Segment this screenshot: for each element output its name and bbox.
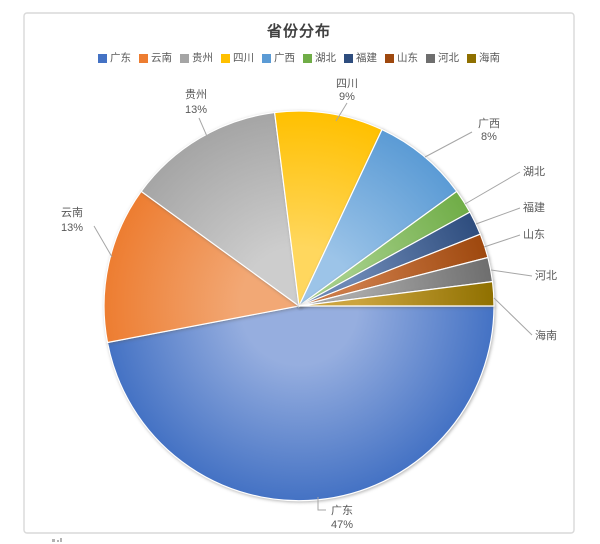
legend-item-hubei[interactable]: 湖北 bbox=[303, 52, 336, 64]
legend-item-hebei[interactable]: 河北 bbox=[426, 52, 459, 64]
chart-title: 省份分布 bbox=[266, 22, 331, 40]
slice-label-name: 广东 bbox=[331, 504, 353, 517]
slice-label-sichuan: 四川9% bbox=[336, 78, 358, 103]
legend-swatch-hebei bbox=[426, 53, 435, 63]
legend-label-guizhou: 贵州 bbox=[192, 52, 213, 64]
legend-label-hubei: 湖北 bbox=[315, 52, 336, 64]
leader-line-guangxi bbox=[424, 131, 473, 158]
slice-label-fujian: 福建 bbox=[523, 200, 545, 214]
sheet-cell-artifact bbox=[57, 540, 59, 542]
legend-label-yunnan: 云南 bbox=[151, 52, 172, 64]
leader-line-hebei bbox=[490, 269, 533, 277]
leader-line-guangdong bbox=[317, 497, 326, 511]
leader-line-yunnan bbox=[93, 225, 113, 258]
slice-label-name: 河北 bbox=[535, 269, 557, 282]
slice-label-hebei: 河北 bbox=[535, 269, 557, 282]
sheet-cell-artifact bbox=[52, 539, 55, 542]
leader-line-sichuan bbox=[335, 102, 348, 122]
legend-label-hainan: 海南 bbox=[479, 52, 500, 64]
slice-label-percent: 13% bbox=[185, 104, 207, 116]
legend-item-fujian[interactable]: 福建 bbox=[344, 52, 377, 64]
legend-item-yunnan[interactable]: 云南 bbox=[139, 52, 172, 64]
slice-label-percent: 13% bbox=[61, 222, 83, 234]
legend-label-fujian: 福建 bbox=[356, 52, 377, 64]
legend-item-guizhou[interactable]: 贵州 bbox=[180, 52, 213, 64]
leader-line-guizhou bbox=[198, 117, 210, 142]
slice-label-name: 广西 bbox=[478, 117, 500, 130]
pie-slice-guangxi[interactable] bbox=[298, 128, 458, 307]
slice-label-hainan: 海南 bbox=[535, 328, 557, 342]
pie-slice-guangdong[interactable] bbox=[106, 305, 495, 502]
pie-slice-hainan[interactable] bbox=[298, 280, 495, 307]
slice-label-yunnan: 云南 13% bbox=[61, 206, 83, 234]
legend-swatch-guangxi bbox=[262, 53, 271, 63]
legend-label-guangdong: 广东 bbox=[110, 52, 131, 64]
slice-label-name: 山东 bbox=[523, 228, 545, 241]
leader-line-shandong bbox=[483, 234, 521, 248]
legend-item-sichuan[interactable]: 四川 bbox=[221, 52, 254, 64]
leader-line-fujian bbox=[475, 207, 521, 225]
legend-swatch-hainan bbox=[467, 53, 476, 63]
pie-slice-sichuan[interactable] bbox=[273, 110, 383, 309]
legend-swatch-fujian bbox=[344, 53, 353, 63]
legend-label-guangxi: 广西 bbox=[274, 52, 295, 64]
pie-slice-yunnan[interactable] bbox=[103, 190, 301, 344]
slice-label-name: 海南 bbox=[535, 328, 557, 342]
sheet-cell-artifact bbox=[60, 538, 62, 542]
slice-label-percent: 8% bbox=[481, 131, 497, 143]
legend-swatch-hubei bbox=[303, 53, 312, 63]
slice-label-name: 云南 bbox=[61, 206, 83, 219]
slice-label-shandong: 山东 bbox=[523, 228, 545, 241]
slice-label-guangdong: 广东 47% bbox=[331, 504, 353, 531]
legend-item-shandong[interactable]: 山东 bbox=[385, 52, 418, 64]
legend-item-guangdong[interactable]: 广东 bbox=[98, 52, 131, 64]
legend-swatch-guangdong bbox=[98, 53, 107, 63]
legend-item-guangxi[interactable]: 广西 bbox=[262, 52, 295, 64]
legend-label-hebei: 河北 bbox=[438, 52, 459, 64]
leader-line-hainan bbox=[493, 297, 533, 336]
legend-label-shandong: 山东 bbox=[397, 52, 418, 64]
slice-label-guangxi: 广西8% bbox=[478, 117, 500, 143]
slice-label-hubei: 湖北 bbox=[523, 165, 545, 178]
slice-label-name: 福建 bbox=[523, 200, 545, 214]
pie-slice-guizhou[interactable] bbox=[140, 111, 300, 308]
pie-slices-group bbox=[103, 110, 495, 502]
chart-legend: 广东 云南 贵州 四川 广西 湖北 福建 山东 河北 海南 bbox=[24, 52, 574, 64]
slice-label-name: 四川 bbox=[336, 78, 358, 90]
slice-label-guizhou: 贵州 13% bbox=[185, 88, 207, 116]
legend-item-hainan[interactable]: 海南 bbox=[467, 52, 500, 64]
leader-line-hubei bbox=[464, 171, 521, 205]
slice-label-name: 贵州 bbox=[185, 88, 207, 101]
slice-label-percent: 9% bbox=[339, 91, 355, 103]
legend-swatch-shandong bbox=[385, 53, 394, 63]
legend-swatch-sichuan bbox=[221, 53, 230, 63]
slice-label-percent: 47% bbox=[331, 519, 353, 531]
slice-label-name: 湖北 bbox=[523, 165, 545, 178]
legend-label-sichuan: 四川 bbox=[233, 52, 254, 64]
legend-swatch-yunnan bbox=[139, 53, 148, 63]
legend-swatch-guizhou bbox=[180, 53, 189, 63]
